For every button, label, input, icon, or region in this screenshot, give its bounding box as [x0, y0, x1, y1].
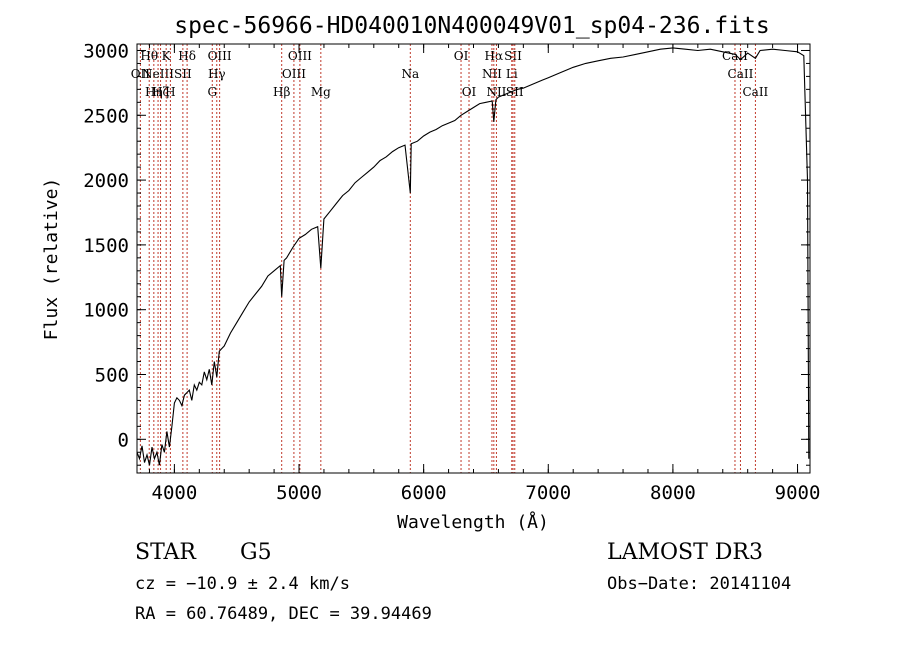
spectrum-series [136, 47, 810, 466]
line-label: OIII [282, 67, 306, 81]
line-label: CaII [728, 67, 754, 81]
line-label: CaII [742, 85, 768, 99]
x-tick-label: 7000 [525, 482, 571, 504]
y-tick-label: 2000 [83, 170, 129, 192]
line-label: OIII [208, 49, 232, 63]
y-tick-label: 500 [95, 364, 129, 386]
line-label: K [162, 49, 172, 63]
object-subclass: G5 [240, 540, 272, 565]
line-label: SII [504, 49, 522, 63]
line-label: Hζ [152, 85, 169, 99]
x-tick-label: 8000 [650, 482, 696, 504]
survey-name: LAMOST DR3 [607, 540, 763, 565]
chart-title: spec-56966-HD040010N400049V01_sp04-236.f… [174, 13, 769, 39]
line-label: OI [454, 49, 469, 63]
line-label: SII [174, 67, 192, 81]
line-label: Hδ [178, 49, 196, 63]
y-tick-label: 3000 [83, 40, 129, 62]
x-axis-ticks: 4000 5000 6000 7000 8000 9000 [148, 44, 821, 504]
x-axis-label: Wavelength (Å) [397, 511, 549, 533]
y-axis-ticks: 0 500 1000 1500 2000 2500 3000 [83, 40, 810, 466]
line-label: OI [462, 85, 477, 99]
line-label: SII [506, 85, 524, 99]
y-tick-label: 1500 [83, 235, 129, 257]
line-label: G [207, 85, 217, 99]
line-label: Hβ [273, 85, 290, 99]
line-label: Li [506, 67, 518, 81]
line-label: Mg [311, 85, 331, 99]
line-label: Hθ [140, 49, 158, 63]
line-label: Hγ [208, 67, 226, 81]
line-label: NeIII [142, 67, 174, 81]
plot-frame [136, 43, 811, 474]
line-label: NII [486, 85, 506, 99]
coordinates-readout: RA = 60.76489, DEC = 39.94469 [135, 604, 432, 624]
x-tick-label: 4000 [152, 482, 198, 504]
line-label: NII [482, 67, 502, 81]
line-label: OIII [288, 49, 312, 63]
redshift-readout: cz = −10.9 ± 2.4 km/s [135, 574, 350, 594]
x-tick-label: 9000 [775, 482, 821, 504]
line-label: OII [131, 67, 151, 81]
x-tick-label: 6000 [401, 482, 447, 504]
line-label: Hα [485, 49, 504, 63]
y-axis-label: Flux (relative) [41, 178, 62, 341]
object-class: STAR [135, 540, 197, 565]
emission-line-markers: OIIHθHηNeIIIHζKHSIIHδGHγOIIIHβOIIIOIIIMg… [131, 44, 769, 473]
obs-date: Obs−Date: 20141104 [607, 574, 791, 594]
y-tick-label: 2500 [83, 105, 129, 127]
y-tick-label: 1000 [83, 300, 129, 322]
y-tick-label: 0 [118, 429, 129, 451]
line-label: Na [401, 67, 419, 81]
line-label: H [165, 85, 175, 99]
x-tick-label: 5000 [276, 482, 322, 504]
